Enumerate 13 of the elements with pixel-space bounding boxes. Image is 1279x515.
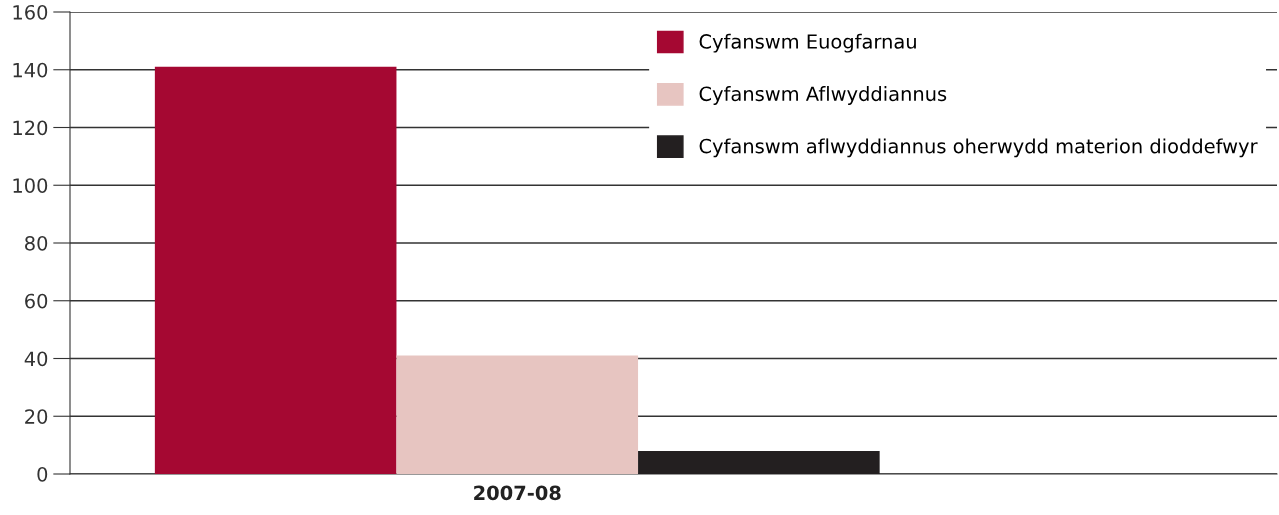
legend-label: Cyfanswm aflwyddiannus oherwydd materion dioddefwyr (699, 138, 1258, 158)
legend-label: Cyfanswm Aflwyddiannus (699, 86, 947, 105)
y-tick-label: 120 (13, 120, 48, 136)
y-tick-label: 140 (13, 62, 48, 78)
y-tick-label: 20 (25, 409, 48, 424)
y-tick-label: 60 (25, 293, 48, 309)
y-tick-label: 160 (13, 4, 48, 20)
y-tick-label: 0 (37, 466, 48, 482)
y-tick-label: 40 (24, 351, 48, 367)
y-tick-label: 100 (13, 178, 48, 193)
legend-label: Cyfanswm Euogfarnau (699, 33, 916, 53)
x-tick-label: 2007-08 (474, 485, 561, 501)
y-tick-label: 80 (25, 235, 48, 251)
